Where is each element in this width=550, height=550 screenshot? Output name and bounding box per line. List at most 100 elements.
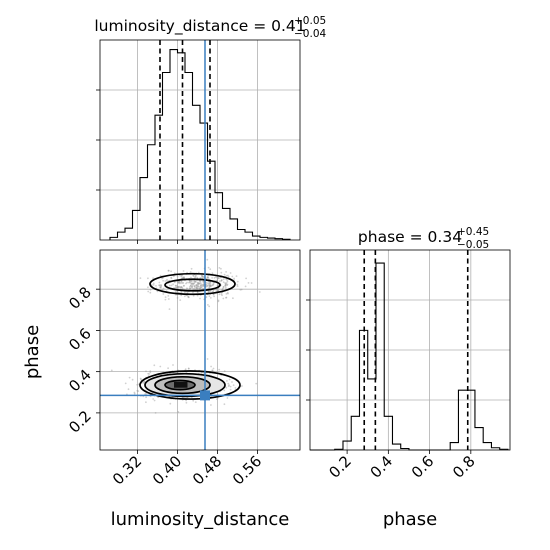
sample-point	[200, 274, 203, 277]
sample-point	[200, 283, 203, 286]
sample-point	[170, 270, 173, 273]
sample-point	[196, 294, 199, 297]
sample-point	[229, 388, 232, 391]
sample-point	[147, 372, 150, 375]
sample-point	[143, 381, 146, 383]
sample-point	[226, 397, 229, 399]
sample-point	[158, 281, 161, 284]
sample-point	[170, 284, 173, 287]
sample-point	[217, 300, 220, 303]
sample-point	[197, 284, 199, 286]
sample-point	[193, 285, 196, 288]
sample-point	[181, 282, 184, 284]
sample-point	[137, 390, 140, 392]
sample-point	[186, 288, 189, 290]
sample-point	[217, 299, 220, 302]
sample-point	[145, 401, 147, 404]
sample-point	[180, 286, 183, 289]
sample-point	[159, 286, 161, 288]
sample-point	[190, 280, 193, 283]
sample-point	[225, 282, 227, 285]
sample-point	[225, 386, 228, 389]
sample-point	[189, 281, 192, 284]
sample-point	[168, 284, 171, 287]
sample-point	[189, 284, 192, 287]
sample-point	[192, 282, 194, 285]
sample-point	[231, 381, 233, 383]
sample-point	[212, 293, 215, 296]
sample-point	[124, 382, 127, 385]
sample-point	[199, 287, 202, 289]
sample-point	[133, 391, 136, 394]
sample-point	[225, 296, 227, 299]
sample-point	[154, 412, 157, 414]
sample-point	[197, 283, 200, 286]
sample-point	[192, 283, 194, 286]
x-tick-label: 0.56	[229, 452, 265, 488]
sample-point	[207, 276, 210, 279]
sample-point	[189, 280, 191, 283]
sample-point	[192, 274, 195, 277]
sample-point	[208, 286, 211, 288]
sample-point	[218, 277, 220, 280]
sample-point	[162, 279, 165, 282]
sample-point	[177, 411, 180, 413]
sample-point	[179, 299, 182, 301]
panel-joint: 0.32 0.40 0.48 0.56 0.2 0.4 0.6 0.8	[65, 249, 301, 488]
sample-point	[200, 372, 203, 374]
sample-point	[181, 287, 184, 290]
sample-point	[211, 290, 214, 293]
sample-point	[182, 270, 185, 272]
sample-point	[160, 285, 163, 288]
sample-point	[192, 275, 195, 277]
sample-point	[195, 283, 198, 286]
sample-point	[179, 286, 182, 289]
sample-point	[220, 279, 223, 282]
sample-point	[180, 274, 183, 277]
sample-point	[195, 274, 197, 277]
sample-point	[180, 281, 183, 283]
sample-point	[189, 280, 192, 282]
sample-point	[173, 281, 176, 284]
sample-point	[190, 285, 193, 288]
sample-point	[216, 284, 219, 287]
sample-point	[205, 283, 208, 286]
sample-point	[153, 364, 156, 367]
sample-point	[199, 285, 201, 288]
sample-point	[234, 387, 237, 389]
sample-point	[172, 283, 175, 286]
sample-point	[147, 277, 149, 280]
x-axis-label-phase: phase	[383, 509, 437, 530]
sample-point	[221, 294, 223, 297]
sample-point	[198, 282, 201, 285]
sample-point	[170, 277, 173, 280]
sample-point	[194, 275, 197, 278]
sample-point	[225, 278, 228, 281]
sample-point	[222, 286, 225, 288]
sample-point	[206, 285, 209, 288]
sample-point	[236, 283, 239, 286]
sample-point	[186, 287, 188, 290]
sample-point	[212, 283, 215, 285]
sample-point	[176, 285, 179, 288]
sample-point	[174, 284, 177, 287]
sample-point	[162, 293, 165, 295]
sample-point	[183, 276, 185, 279]
sample-point	[174, 286, 177, 289]
sample-point	[236, 280, 239, 283]
sample-point	[208, 295, 211, 298]
sample-point	[205, 296, 208, 298]
phase-title: phase = 0.34	[358, 228, 462, 246]
sample-point	[197, 285, 200, 288]
sample-point	[148, 373, 151, 375]
sample-point	[227, 382, 230, 385]
sample-point	[221, 288, 224, 291]
sample-point	[194, 288, 197, 291]
sample-point	[212, 283, 215, 286]
sample-point	[223, 273, 226, 276]
sample-point	[195, 284, 198, 287]
sample-point	[167, 269, 170, 272]
sample-point	[199, 277, 202, 279]
sample-point	[159, 286, 162, 289]
sample-point	[196, 287, 199, 290]
